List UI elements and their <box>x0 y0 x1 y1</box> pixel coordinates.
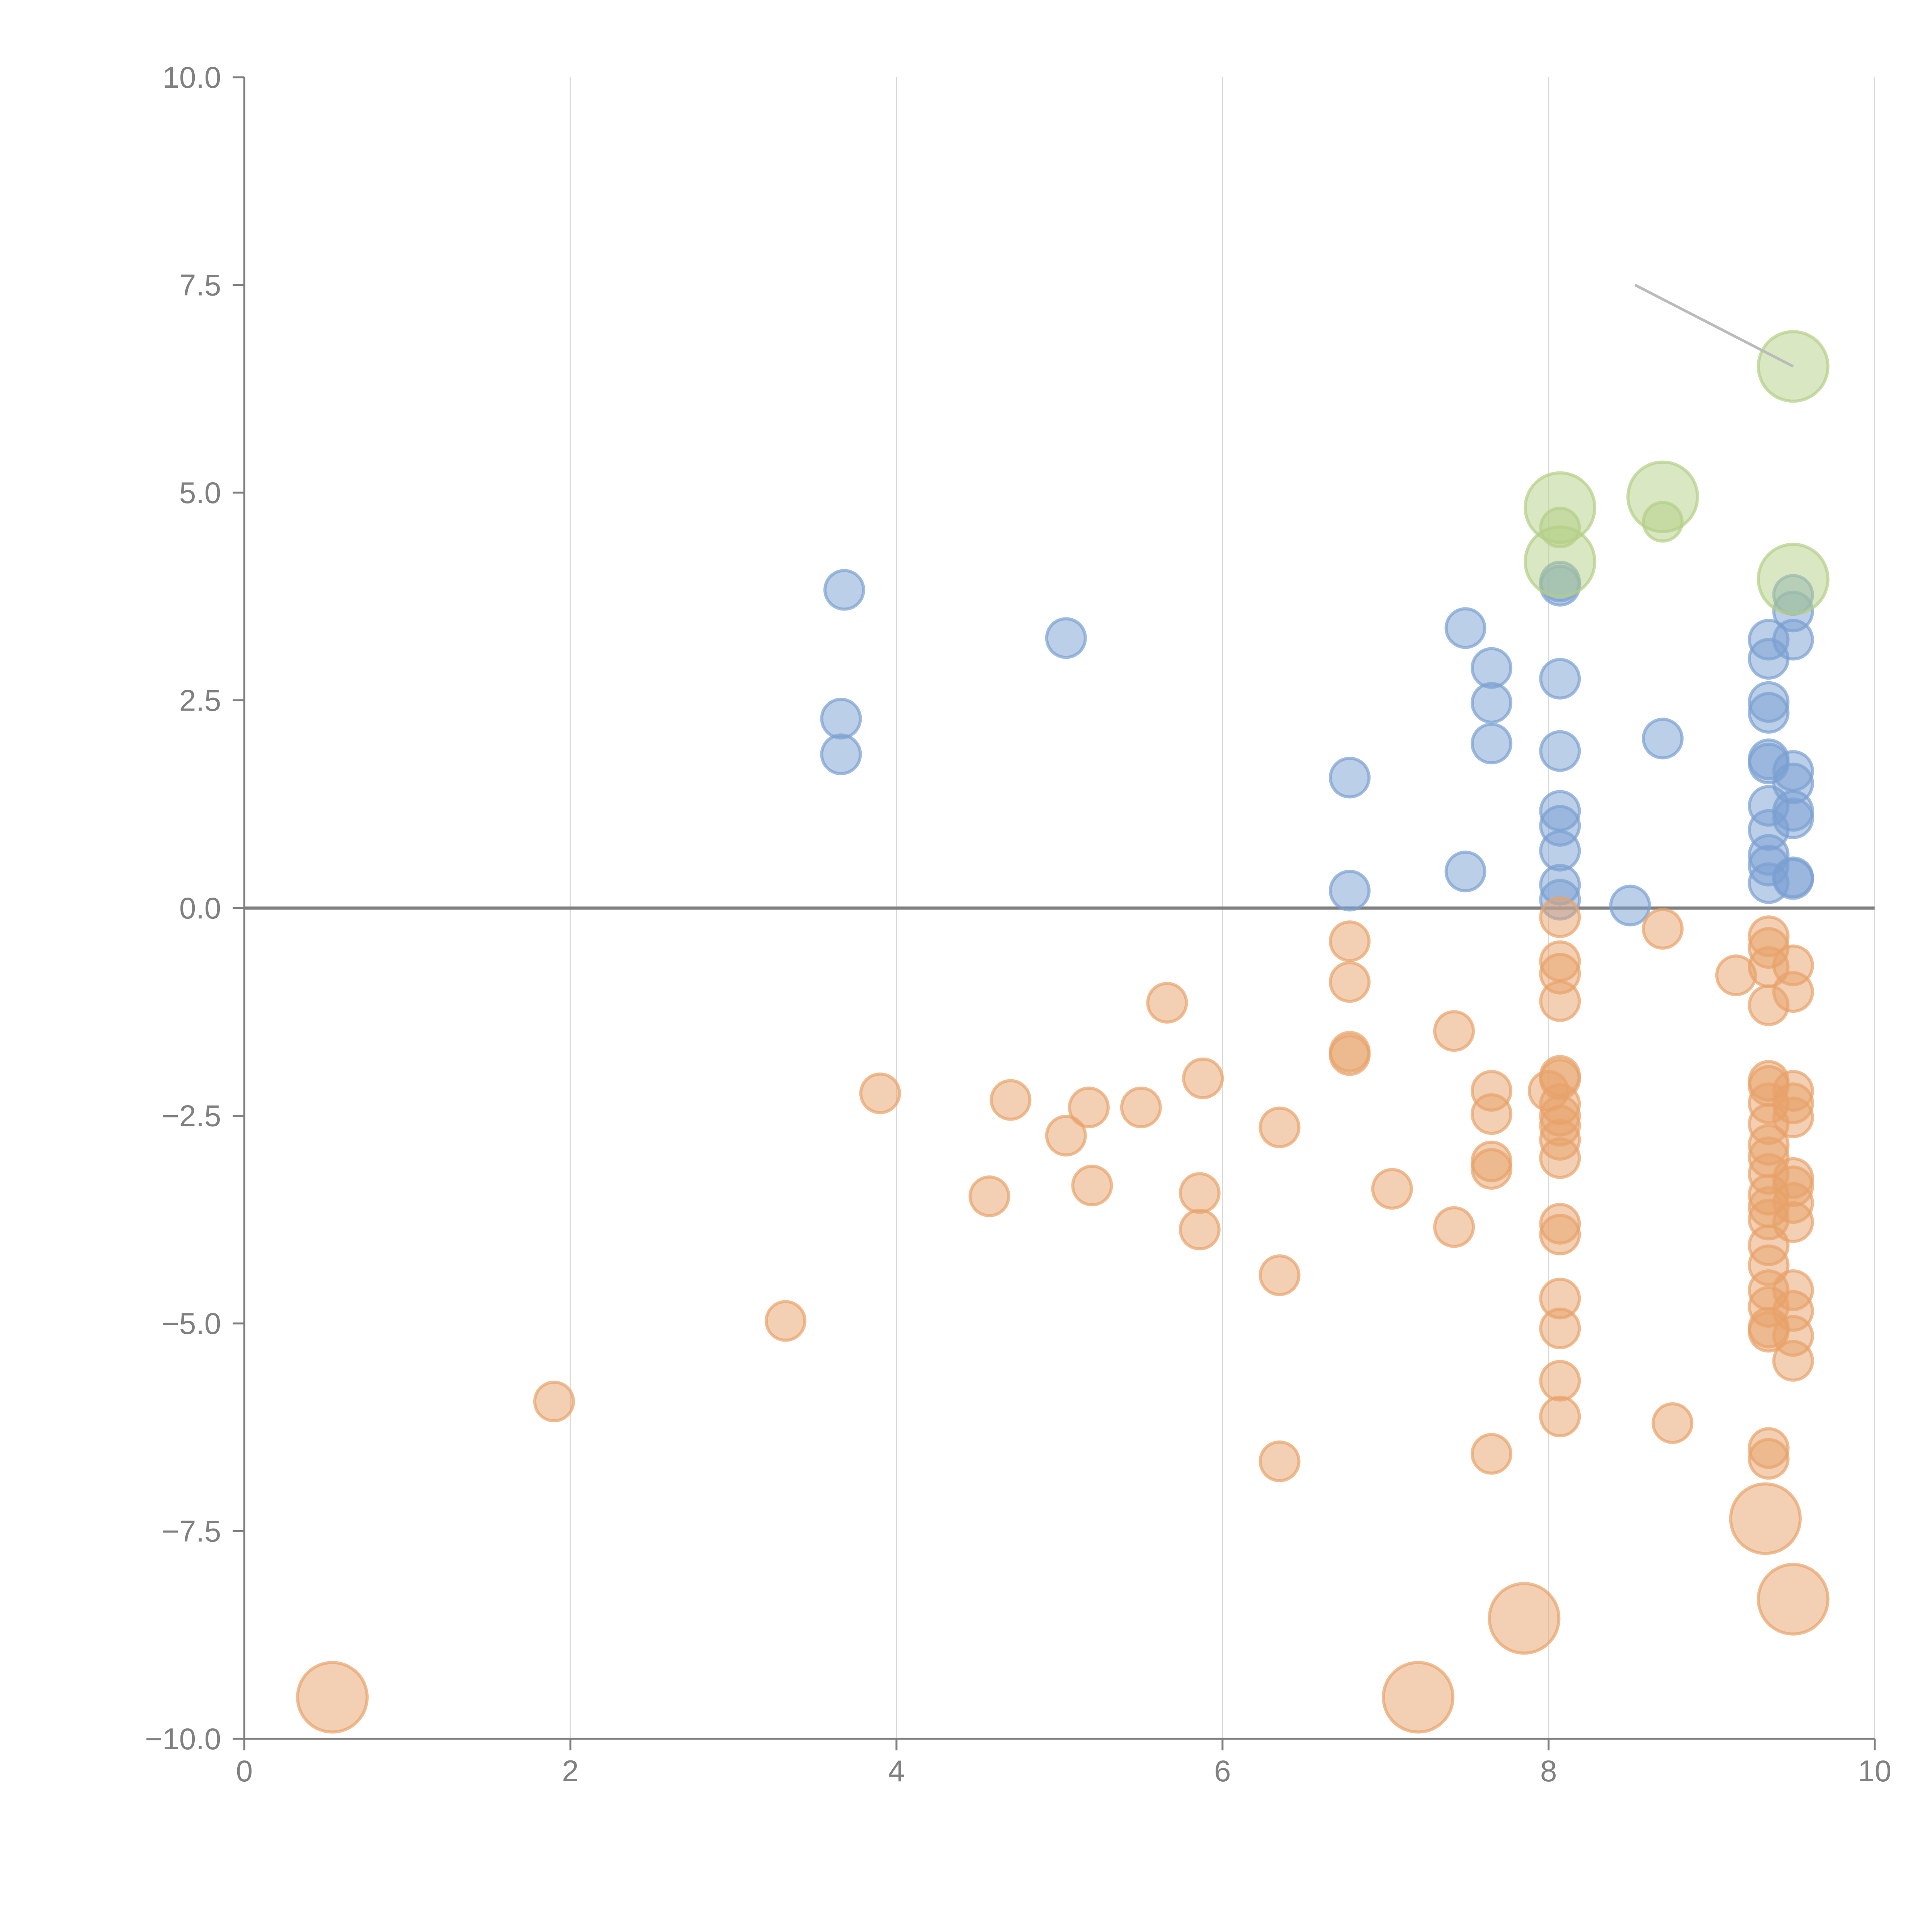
data-point-negative <box>1328 1034 1371 1076</box>
data-point-negative <box>1120 1087 1162 1128</box>
data-point-negative-large <box>1729 1482 1802 1555</box>
data-point-negative <box>1772 1340 1814 1382</box>
data-point-positive <box>823 569 865 611</box>
x-tick-label: 2 <box>562 1754 578 1788</box>
data-point-negative <box>1259 1254 1301 1296</box>
data-point-negative <box>1146 982 1188 1024</box>
data-point-positive <box>1748 692 1790 734</box>
data-point-positive <box>1772 858 1814 900</box>
y-tick-label: 5.0 <box>179 476 221 510</box>
data-point-negative <box>1748 1438 1790 1480</box>
data-point-negative <box>1772 1096 1814 1138</box>
data-point-negative <box>1471 1433 1513 1475</box>
x-tick-label: 4 <box>888 1754 905 1788</box>
data-point-positive <box>1045 617 1087 659</box>
data-point-negative <box>1772 1201 1814 1243</box>
data-point-negative <box>1433 1206 1475 1248</box>
x-tick-label: 8 <box>1540 1754 1557 1788</box>
data-point-negative <box>1179 1172 1221 1214</box>
y-tick-label: −5.0 <box>162 1306 221 1340</box>
x-tick-label: 0 <box>236 1754 253 1788</box>
data-point-negative <box>1539 1137 1581 1179</box>
annotations <box>1634 284 1794 368</box>
data-point-negative <box>1259 1106 1301 1148</box>
y-tick-label: 0.0 <box>179 891 221 925</box>
data-point-positive <box>1471 723 1513 765</box>
data-point-positive <box>1772 797 1814 839</box>
x-tick-label: 10 <box>1858 1754 1891 1788</box>
data-point-negative <box>1259 1440 1301 1482</box>
y-tick-label: −10.0 <box>145 1722 221 1756</box>
data-point-negative <box>859 1072 901 1114</box>
data-point-negative <box>1539 1360 1581 1402</box>
data-point-negative <box>1071 1165 1113 1207</box>
data-point-negative-large <box>1757 1563 1830 1636</box>
data-point-negative <box>1539 1395 1581 1437</box>
data-point-negative <box>968 1175 1010 1218</box>
data-point-negative <box>1651 1402 1694 1444</box>
data-point-positive-medium <box>1539 507 1581 549</box>
data-point-negative <box>533 1381 575 1423</box>
data-point-negative <box>1471 1148 1513 1190</box>
data-point-positive <box>1444 850 1486 893</box>
data-points <box>296 330 1830 1734</box>
data-point-positive <box>1328 869 1371 912</box>
y-tick-label: 2.5 <box>179 684 221 718</box>
annotation-leader-line <box>1634 284 1794 368</box>
data-point-negative <box>990 1079 1032 1121</box>
data-point-positive <box>1539 658 1581 700</box>
data-point-negative <box>1772 971 1814 1013</box>
data-point-negative <box>1068 1087 1110 1128</box>
data-point-negative <box>1328 920 1371 962</box>
data-point-negative-large <box>1488 1582 1561 1655</box>
data-point-positive-medium <box>1642 501 1684 543</box>
data-point-negative <box>1045 1115 1087 1157</box>
data-point-negative <box>1182 1057 1224 1099</box>
data-point-negative <box>1328 961 1371 1003</box>
data-point-positive <box>1539 730 1581 772</box>
y-tick-label: 10.0 <box>162 60 221 94</box>
data-point-negative-large <box>1382 1661 1455 1734</box>
data-point-positive-large <box>1757 543 1830 616</box>
data-point-positive <box>1471 647 1513 689</box>
data-point-positive <box>1609 884 1651 927</box>
x-tick-label: 6 <box>1214 1754 1231 1788</box>
data-point-positive <box>1328 757 1371 799</box>
y-tick-label: −7.5 <box>162 1514 221 1548</box>
axes: 0 2 4 6 8 10 10.0 7.5 5.0 2.5 0.0 −2.5 −5.0 −7.5 −10.0 <box>145 60 1891 1788</box>
y-tick-label: −2.5 <box>162 1099 221 1133</box>
data-point-positive <box>820 697 862 740</box>
data-point-negative <box>1642 908 1684 950</box>
data-point-negative <box>1539 896 1581 938</box>
data-point-negative <box>1179 1209 1221 1251</box>
data-point-negative <box>1433 1010 1475 1052</box>
data-point-positive <box>1471 682 1513 724</box>
data-point-negative <box>1539 1307 1581 1349</box>
data-point-negative <box>1471 1093 1513 1135</box>
data-point-positive <box>820 733 862 776</box>
data-point-positive <box>1642 718 1684 760</box>
data-point-negative <box>1371 1168 1413 1210</box>
data-point-negative <box>1539 980 1581 1022</box>
y-tick-label: 7.5 <box>179 268 221 302</box>
data-point-positive <box>1444 607 1486 649</box>
data-point-negative <box>1539 1213 1581 1255</box>
data-point-negative <box>1527 1070 1570 1112</box>
data-point-negative-large <box>296 1661 369 1734</box>
data-point-positive <box>1772 619 1814 661</box>
data-point-negative <box>765 1300 807 1342</box>
